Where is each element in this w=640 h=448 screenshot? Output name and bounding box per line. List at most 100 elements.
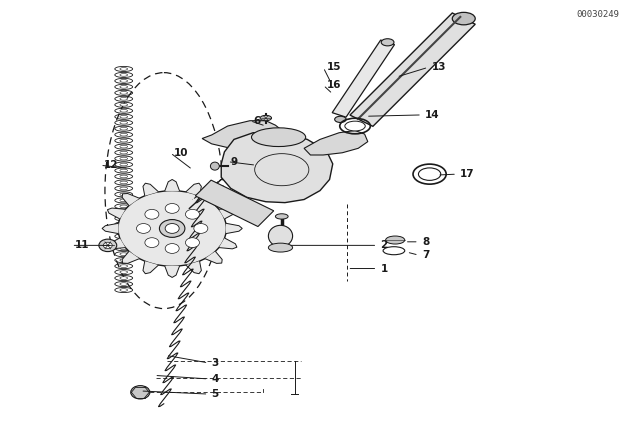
Text: 11: 11 [75,241,89,250]
Text: 5: 5 [212,389,219,399]
Polygon shape [350,13,476,126]
Ellipse shape [186,209,200,219]
Ellipse shape [165,244,179,254]
Ellipse shape [120,205,127,208]
Ellipse shape [120,157,127,160]
Ellipse shape [145,209,159,219]
Ellipse shape [120,127,127,130]
Ellipse shape [120,241,127,244]
Ellipse shape [99,239,116,252]
Ellipse shape [120,181,127,184]
Polygon shape [221,133,333,202]
Ellipse shape [103,242,112,249]
Ellipse shape [120,253,127,255]
Ellipse shape [120,134,127,136]
Ellipse shape [452,13,476,25]
Polygon shape [332,40,394,117]
Ellipse shape [145,238,159,247]
Ellipse shape [211,162,220,170]
Ellipse shape [120,211,127,214]
Ellipse shape [120,80,127,82]
Ellipse shape [131,386,150,399]
Ellipse shape [120,235,127,237]
Ellipse shape [120,151,127,154]
Polygon shape [122,194,140,206]
Text: 1: 1 [381,263,388,274]
Polygon shape [226,223,243,234]
Ellipse shape [194,224,208,233]
Ellipse shape [386,236,404,244]
Text: 00030249: 00030249 [577,10,620,19]
Ellipse shape [120,139,127,142]
Ellipse shape [120,277,127,280]
Ellipse shape [335,116,346,122]
Ellipse shape [120,73,127,76]
Polygon shape [164,266,180,277]
Text: 16: 16 [326,80,341,90]
Ellipse shape [120,199,127,202]
Text: 2: 2 [381,241,388,250]
Ellipse shape [120,68,127,70]
Ellipse shape [120,289,127,291]
Ellipse shape [268,243,292,252]
Polygon shape [186,261,202,274]
Text: 6: 6 [253,116,260,126]
Ellipse shape [120,86,127,88]
Ellipse shape [120,187,127,190]
Ellipse shape [120,109,127,112]
Ellipse shape [120,271,127,273]
Ellipse shape [159,220,185,237]
Polygon shape [195,180,274,227]
Ellipse shape [120,247,127,250]
Ellipse shape [120,116,127,118]
Ellipse shape [165,224,179,233]
Text: 8: 8 [422,237,429,247]
Text: 7: 7 [422,250,429,260]
Ellipse shape [381,39,394,46]
Polygon shape [164,180,180,191]
Text: 12: 12 [103,160,118,170]
Ellipse shape [120,163,127,166]
Polygon shape [304,130,368,155]
Polygon shape [108,238,125,249]
Ellipse shape [120,259,127,262]
Ellipse shape [120,283,127,285]
Ellipse shape [186,238,200,247]
Ellipse shape [345,121,365,131]
Ellipse shape [275,214,288,219]
Ellipse shape [120,193,127,196]
Polygon shape [102,223,118,234]
Text: 17: 17 [460,169,475,179]
Text: 9: 9 [231,157,238,167]
Polygon shape [205,194,222,206]
Ellipse shape [118,190,227,266]
Ellipse shape [120,217,127,220]
Text: 13: 13 [431,62,446,72]
Polygon shape [219,208,237,219]
Polygon shape [219,238,237,249]
Ellipse shape [252,128,306,146]
Polygon shape [108,208,125,219]
Ellipse shape [120,98,127,100]
Ellipse shape [120,145,127,148]
Polygon shape [122,251,140,263]
Polygon shape [186,183,202,196]
Polygon shape [143,261,159,274]
Text: 4: 4 [212,374,219,384]
Text: 14: 14 [425,110,440,120]
Text: 15: 15 [326,62,341,72]
Ellipse shape [120,121,127,124]
Text: 3: 3 [212,358,219,368]
Ellipse shape [120,91,127,94]
Ellipse shape [165,203,179,213]
Polygon shape [143,183,159,196]
Ellipse shape [136,224,150,233]
Ellipse shape [120,169,127,172]
Polygon shape [202,121,285,148]
Ellipse shape [268,225,292,247]
Ellipse shape [419,168,441,181]
Text: 10: 10 [173,148,188,158]
Ellipse shape [260,116,271,121]
Ellipse shape [120,265,127,267]
Ellipse shape [120,229,127,232]
